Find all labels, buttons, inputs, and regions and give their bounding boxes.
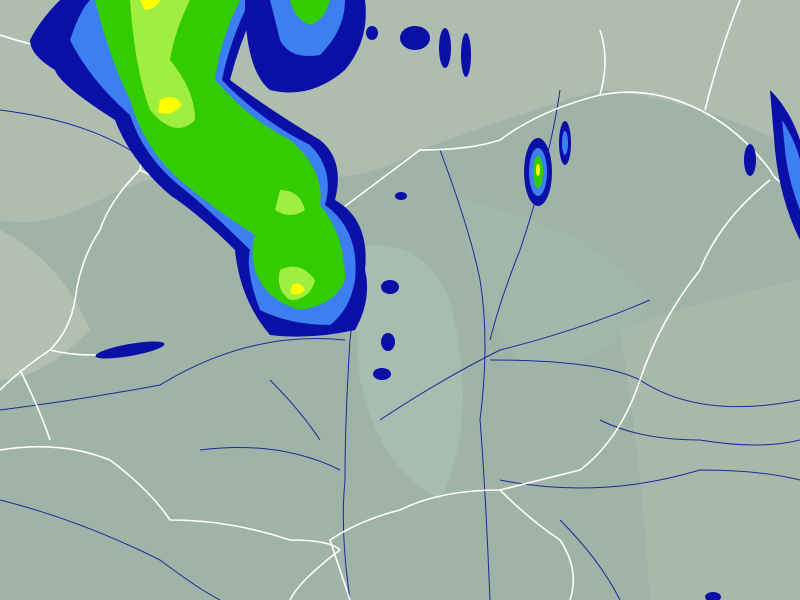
- precip-cell: [395, 192, 407, 200]
- precip-cell: [782, 120, 800, 210]
- precip-level-4: [130, 0, 195, 128]
- precip-cell: [770, 90, 800, 240]
- precip-level-5: [158, 96, 182, 114]
- precip-cell: [562, 131, 568, 155]
- precip-cell: [366, 26, 378, 40]
- precip-cell: [439, 28, 451, 68]
- precip-level-4: [278, 266, 315, 300]
- precipitation-layer: [30, 0, 800, 600]
- precip-cell: [461, 33, 471, 77]
- precip-level-2: [270, 0, 345, 56]
- precip-cell: [95, 341, 165, 359]
- precip-cell: [381, 333, 395, 351]
- precip-level-4: [275, 190, 305, 215]
- precip-cell: [400, 26, 430, 50]
- precip-level-3: [290, 0, 330, 25]
- precip-cell: [536, 164, 540, 176]
- precip-level-5: [290, 283, 305, 295]
- precip-cell: [381, 280, 399, 294]
- precip-cell: [373, 368, 391, 380]
- precip-cell: [705, 592, 721, 600]
- precip-cell: [744, 144, 756, 176]
- precip-level-5: [140, 0, 160, 10]
